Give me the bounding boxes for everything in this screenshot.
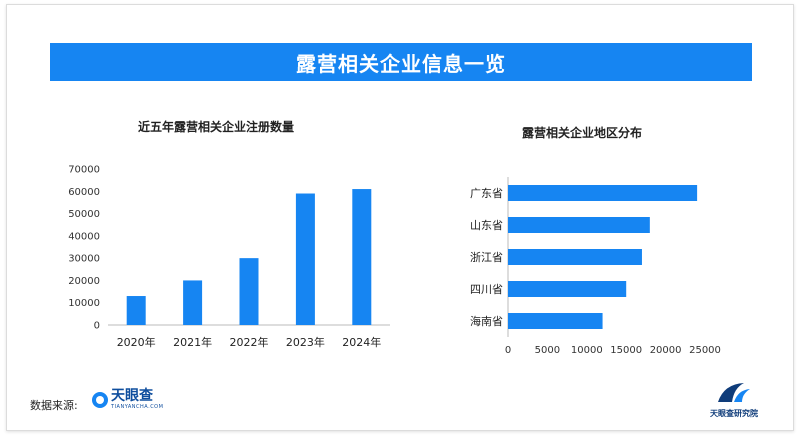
y-category-label: 广东省 — [470, 187, 503, 200]
institute-logo: 天眼查研究院 — [708, 380, 760, 419]
x-tick-label: 15000 — [610, 345, 642, 356]
tianyancha-logo-text: 天眼查 — [111, 388, 153, 404]
y-tick-label: 50000 — [68, 209, 100, 220]
bar — [239, 258, 259, 325]
bar — [183, 280, 203, 325]
tianyancha-mark-icon — [92, 391, 108, 408]
y-tick-label: 60000 — [68, 187, 100, 198]
y-tick-label: 0 — [94, 321, 100, 332]
bar — [508, 313, 603, 329]
x-tick-label: 10000 — [571, 345, 603, 356]
bar — [508, 217, 650, 233]
x-tick-label: 25000 — [689, 345, 721, 356]
institute-logo-text: 天眼查研究院 — [710, 409, 758, 418]
x-tick-label: 20000 — [650, 345, 682, 356]
x-category-label: 2023年 — [286, 335, 325, 349]
y-category-label: 山东省 — [470, 219, 503, 232]
bar — [508, 185, 698, 201]
x-tick-label: 0 — [505, 345, 511, 356]
x-tick-label: 5000 — [535, 345, 560, 356]
y-tick-label: 70000 — [68, 165, 100, 176]
bar — [295, 193, 315, 325]
tianyancha-logo: 天眼查 TIANYANCHA.COM — [92, 389, 163, 410]
institute-mark-icon — [718, 383, 750, 402]
bar — [508, 281, 627, 297]
x-category-label: 2021年 — [173, 335, 212, 349]
bar — [508, 249, 642, 265]
source-label: 数据来源: — [30, 399, 78, 412]
hbar-chart-title: 露营相关企业地区分布 — [522, 126, 643, 140]
y-category-label: 四川省 — [470, 283, 503, 296]
bar — [352, 189, 372, 325]
y-tick-label: 30000 — [68, 254, 100, 265]
banner-title: 露营相关企业信息一览 — [50, 43, 752, 81]
y-category-label: 海南省 — [470, 314, 503, 328]
y-category-label: 浙江省 — [470, 251, 503, 264]
bar — [126, 296, 146, 325]
x-category-label: 2020年 — [117, 335, 156, 349]
bar-chart-title: 近五年露营相关企业注册数量 — [138, 120, 295, 134]
y-tick-label: 10000 — [68, 298, 100, 309]
x-category-label: 2022年 — [230, 335, 269, 349]
y-tick-label: 20000 — [68, 276, 100, 287]
y-tick-label: 40000 — [68, 231, 100, 242]
x-category-label: 2024年 — [342, 335, 381, 349]
tianyancha-logo-sub: TIANYANCHA.COM — [111, 404, 164, 410]
